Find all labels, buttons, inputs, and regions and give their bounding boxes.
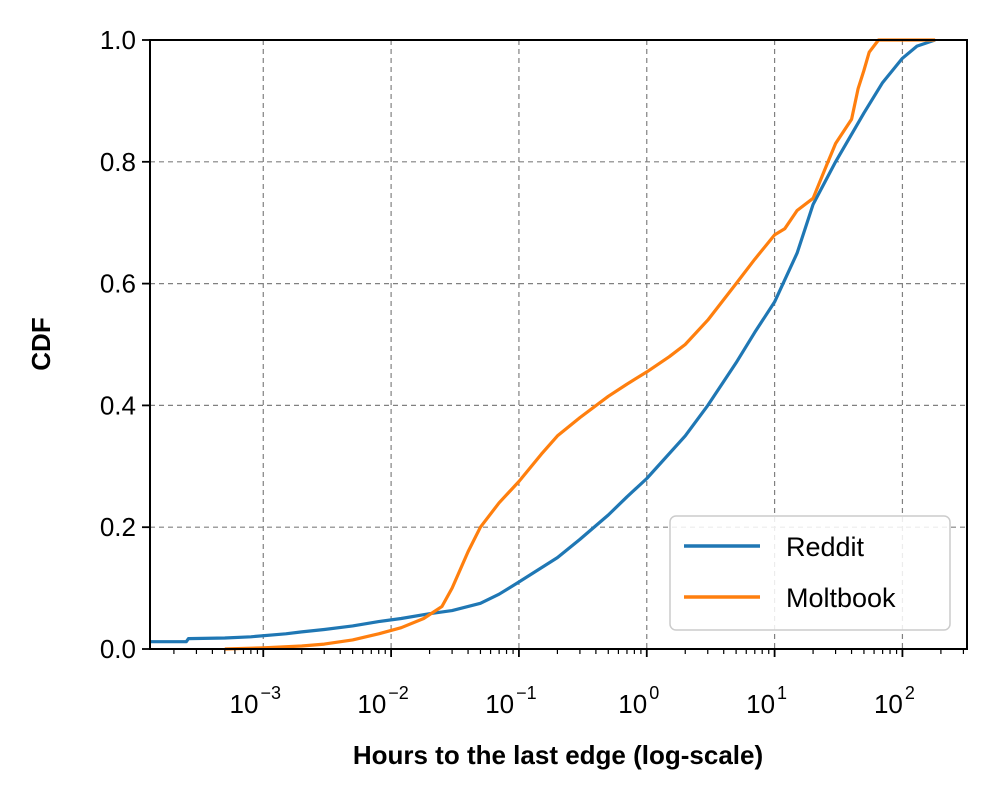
y-axis-title: CDF (26, 317, 56, 370)
y-tick-label: 0.0 (100, 634, 136, 664)
x-tick-exponent: −2 (388, 683, 409, 703)
x-tick-base: 10 (618, 689, 647, 719)
x-tick-label: 10 −1 (485, 683, 536, 719)
y-tick-label: 0.8 (100, 147, 136, 177)
y-tick-label: 0.2 (100, 512, 136, 542)
x-tick-label: 10 0 (618, 683, 659, 719)
x-tick-exponent: 0 (649, 683, 659, 703)
x-tick-exponent: 1 (777, 683, 787, 703)
plot-frame (149, 39, 968, 650)
tick-labels: 0.00.20.40.60.81.010 −3 10 −2 10 −1 10 0 10 1 10 2 (100, 25, 915, 719)
x-tick-base: 10 (357, 689, 386, 719)
y-tick-label: 0.4 (100, 390, 136, 420)
y-tick-label: 1.0 (100, 25, 136, 55)
x-tick-exponent: −3 (260, 683, 281, 703)
legend-label-reddit: Reddit (786, 532, 865, 562)
x-tick-base: 10 (485, 689, 514, 719)
legend: Reddit Moltbook (669, 515, 951, 631)
series-lines (150, 38, 936, 651)
x-tick-exponent: 2 (905, 683, 915, 703)
y-tick-label: 0.6 (100, 269, 136, 299)
x-tick-exponent: −1 (516, 683, 537, 703)
x-tick-label: 10 1 (746, 683, 787, 719)
x-tick-label: 10 −2 (357, 683, 408, 719)
x-tick-label: 10 2 (874, 683, 915, 719)
axis-ticks (142, 39, 965, 657)
x-tick-label: 10 −3 (230, 683, 281, 719)
x-tick-base: 10 (874, 689, 903, 719)
series-line-moltbook (224, 38, 936, 651)
x-axis-title: Hours to the last edge (log-scale) (353, 740, 763, 770)
x-tick-base: 10 (230, 689, 259, 719)
grid-lines (150, 39, 967, 650)
x-tick-base: 10 (746, 689, 775, 719)
legend-label-moltbook: Moltbook (786, 583, 896, 613)
series-line-reddit (150, 38, 936, 644)
